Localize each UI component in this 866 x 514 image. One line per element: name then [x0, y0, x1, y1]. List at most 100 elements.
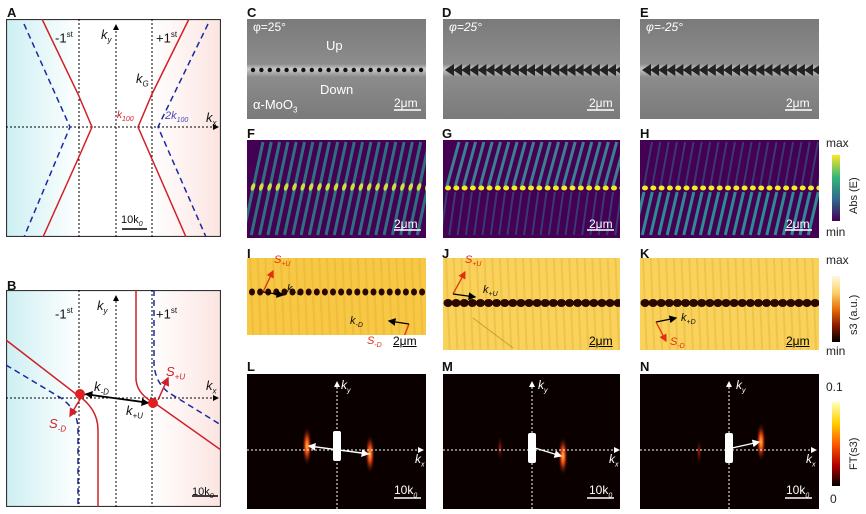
field-streak-weak — [473, 191, 482, 236]
fringe — [803, 258, 810, 350]
dark-spot — [556, 299, 566, 307]
field-streak-weak — [456, 191, 465, 236]
field-streak — [545, 141, 561, 187]
field-hotspot — [725, 185, 731, 191]
field-hotspot — [250, 183, 256, 191]
field-streak — [445, 141, 461, 187]
triangle-antenna — [714, 64, 724, 76]
colorbar-s3 — [832, 276, 840, 342]
triangle-antenna — [674, 64, 684, 76]
scale-label-m: 10k0 — [589, 483, 613, 500]
fringe — [606, 258, 613, 350]
hole — [326, 67, 331, 73]
field-streak — [611, 154, 620, 187]
triangle-antenna — [607, 64, 616, 76]
ft-peak-minus-d — [302, 426, 312, 466]
field-streak-weak — [792, 141, 803, 187]
colorbar-s3-max: max — [826, 253, 849, 267]
dark-spot — [605, 299, 615, 307]
fringe — [387, 258, 393, 335]
field-hotspot — [333, 183, 339, 191]
field-streak-weak — [539, 191, 548, 236]
ft-peak-minus-u — [497, 434, 503, 462]
field-streak-weak — [581, 191, 590, 236]
scale-label-d: 2μm — [589, 96, 613, 110]
hole — [410, 67, 415, 73]
triangle-antenna — [526, 64, 535, 76]
k-plus-u-arrow — [262, 290, 285, 298]
field-streak-weak — [667, 141, 678, 187]
dark-spot — [532, 299, 542, 307]
dark-spot — [443, 299, 453, 307]
dark-spot — [737, 299, 747, 307]
field-hotspot — [733, 185, 740, 191]
dark-spot — [370, 288, 377, 296]
triangle-antenna — [747, 64, 757, 76]
k-plus-d-arrow — [731, 439, 761, 449]
k-plus-u-arrow — [308, 445, 370, 457]
panel-a-dispersion — [6, 19, 221, 237]
dark-spot — [689, 299, 699, 307]
fringe — [545, 258, 551, 350]
dark-spot — [451, 299, 461, 307]
fringe — [788, 258, 794, 350]
field-streak — [748, 191, 762, 236]
field-streak — [561, 141, 577, 187]
field-hotspot — [552, 185, 559, 191]
plus-first-order-label: +1st — [156, 30, 178, 46]
fringe — [726, 258, 733, 350]
hole — [284, 67, 289, 73]
triangle-antenna — [509, 64, 519, 76]
field-streak-weak — [523, 191, 531, 236]
field-hotspot — [766, 185, 773, 191]
fringe — [326, 258, 332, 335]
field-hotspot — [594, 185, 601, 191]
dark-spot — [753, 299, 763, 307]
k100-curve-right — [137, 19, 190, 237]
minus-first-region — [6, 19, 79, 237]
hole — [402, 67, 407, 73]
colorbar-ft — [832, 402, 840, 486]
field-streak — [665, 191, 679, 236]
fringe — [310, 258, 316, 335]
hole — [360, 67, 365, 73]
fringe — [688, 258, 694, 350]
scale-label-n: 10k0 — [786, 483, 810, 500]
field-hotspot — [816, 185, 819, 191]
hole — [351, 67, 356, 73]
hole — [267, 67, 272, 73]
field-streak — [732, 191, 746, 236]
hole — [334, 67, 340, 73]
panel-label-k: K — [640, 246, 650, 261]
field-streak — [594, 141, 610, 187]
zero-order-mask — [725, 433, 733, 463]
scale-label-a: 10k0 — [121, 214, 143, 229]
fringe — [372, 258, 378, 335]
ft-peak-minus-d — [696, 438, 702, 466]
minus-first-order-label: -1st — [55, 30, 73, 46]
field-hotspot — [741, 185, 748, 191]
field-hotspot — [650, 185, 657, 191]
triangle-antenna — [493, 64, 503, 76]
fringe — [287, 258, 293, 335]
field-hotspot — [791, 185, 798, 191]
field-streak-weak — [684, 141, 695, 187]
field-streak-weak — [734, 141, 745, 187]
triangle-antenna — [550, 64, 560, 76]
fringe — [583, 258, 590, 350]
2k100-curve-left — [23, 23, 71, 237]
colorbar-abs-min: min — [826, 225, 846, 239]
dark-spot — [802, 299, 812, 307]
colorbar-ft-min: 0 — [830, 492, 837, 506]
dark-spot — [664, 299, 674, 307]
field-streak — [415, 187, 426, 236]
field-streak — [790, 191, 804, 236]
field-streak — [478, 141, 494, 187]
field-streak-weak — [606, 191, 614, 236]
dark-spot — [713, 299, 723, 307]
dark-spot — [402, 288, 409, 296]
material-label: α-MoO3 — [253, 97, 298, 115]
field-streak-weak — [750, 141, 761, 187]
dark-spot — [305, 288, 312, 296]
dark-spot — [681, 299, 690, 307]
